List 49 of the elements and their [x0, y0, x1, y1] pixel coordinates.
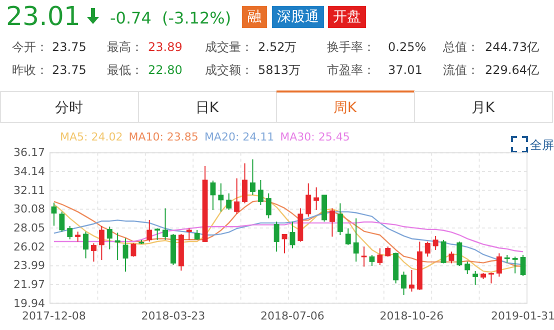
text: 23.75 — [52, 40, 86, 54]
text: 深股通 — [277, 9, 319, 25]
text: 成交额： — [205, 63, 253, 77]
x-tick-label: 2018-03-23 — [141, 310, 206, 322]
x-tick-label: 2019-01-31 — [491, 310, 554, 322]
text: MA30: 25.45 — [280, 130, 350, 144]
text: 流值： — [443, 63, 479, 77]
text: MA5: 24.02 — [60, 130, 123, 144]
text: 最高： — [107, 40, 143, 54]
y-tick-label: 19.94 — [14, 296, 45, 310]
text: 今开： — [12, 40, 48, 54]
text: 23.01 — [6, 2, 80, 32]
text: 5813万 — [258, 63, 301, 77]
text: 0.25% — [388, 40, 426, 54]
text: 分时 — [55, 100, 83, 116]
text: 229.64亿 — [485, 63, 539, 77]
text: 月K — [471, 100, 496, 116]
text: 37.01 — [388, 63, 422, 77]
text: 全屏 — [530, 138, 554, 152]
text: 融 — [248, 9, 262, 25]
x-tick-label: 2017-12-08 — [22, 310, 86, 322]
y-tick-label: 32.11 — [14, 184, 45, 197]
text: 最低： — [107, 63, 143, 77]
text: 23.89 — [148, 40, 182, 54]
text: MA10: 23.85 — [128, 130, 198, 144]
x-tick-label: 2018-07-06 — [260, 310, 324, 322]
y-tick-label: 30.08 — [14, 202, 45, 216]
text: 市盈率： — [327, 63, 375, 77]
text: 22.80 — [148, 63, 182, 77]
y-tick-label: 34.14 — [14, 165, 45, 178]
text: 开盘 — [333, 9, 361, 25]
y-tick-label: 26.02 — [14, 240, 45, 254]
text: 周K — [333, 100, 358, 116]
text: 换手率： — [327, 40, 375, 54]
y-tick-label: 36.17 — [14, 146, 45, 160]
text: MA20: 24.11 — [204, 130, 274, 144]
text: 244.73亿 — [485, 40, 539, 54]
y-tick-label: 28.05 — [14, 222, 45, 235]
text: (-3.12%) — [162, 8, 232, 28]
y-tick-label: 23.99 — [14, 259, 45, 272]
text: 2.52万 — [258, 40, 297, 54]
text: 23.75 — [52, 63, 86, 77]
text: 日K — [195, 100, 220, 116]
x-tick-label: 2018-10-26 — [380, 310, 444, 322]
text: 总值： — [442, 40, 479, 54]
y-tick-label: 21.97 — [14, 278, 45, 291]
text: -0.74 — [110, 8, 152, 28]
text: 昨收： — [12, 63, 48, 77]
text: 成交量： — [205, 40, 253, 54]
